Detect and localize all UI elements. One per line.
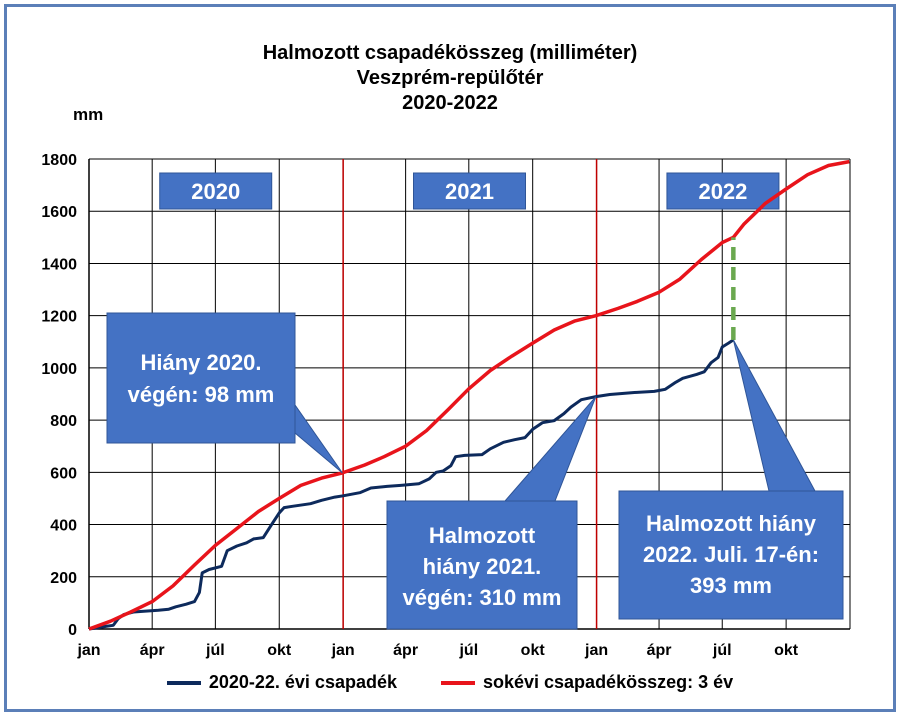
y-tick-label: 0 bbox=[68, 622, 77, 639]
y-tick-label: 800 bbox=[50, 413, 77, 430]
y-tick-label: 1600 bbox=[41, 204, 77, 221]
legend-swatch-normal bbox=[440, 680, 475, 685]
annotation-text: végén: 310 mm bbox=[403, 585, 562, 610]
legend-label-normal: sokévi csapadékösszeg: 3 év bbox=[482, 672, 734, 692]
annotation-pointer bbox=[503, 396, 597, 502]
annotation-text: végén: 98 mm bbox=[128, 382, 275, 407]
chart-subtitle: Veszprém-repülőtér bbox=[356, 67, 544, 89]
annotation-text: Hiány 2020. bbox=[140, 350, 261, 375]
legend-item-observed: 2020-22. évi csapadék bbox=[166, 672, 397, 693]
y-tick-label: 1200 bbox=[41, 309, 77, 326]
legend-label-observed: 2020-22. évi csapadék bbox=[208, 672, 397, 692]
y-tick-label: 1000 bbox=[41, 361, 77, 378]
x-tick-label: ápr bbox=[140, 642, 165, 659]
year-box bbox=[666, 172, 780, 210]
x-tick-label: júl bbox=[712, 642, 732, 659]
y-tick-label: 1800 bbox=[41, 152, 77, 169]
year-box-label: 2021 bbox=[445, 179, 494, 204]
annotation-text: hiány 2021. bbox=[423, 554, 542, 579]
x-tick-label: ápr bbox=[393, 642, 418, 659]
chart-frame: Halmozott csapadékösszeg (milliméter) Ve… bbox=[4, 4, 896, 712]
annotation-text: Halmozott hiány bbox=[646, 511, 817, 536]
y-tick-label: 200 bbox=[50, 570, 77, 587]
annotation-pointer bbox=[732, 339, 816, 492]
legend-item-normal: sokévi csapadékösszeg: 3 év bbox=[440, 672, 734, 693]
annotation-box bbox=[106, 312, 296, 444]
x-tick-label: júl bbox=[205, 642, 225, 659]
x-tick-label: okt bbox=[267, 642, 292, 659]
year-box-label: 2020 bbox=[191, 179, 240, 204]
year-box bbox=[413, 172, 526, 210]
annotation-box bbox=[386, 500, 578, 630]
annotation-text: Halmozott bbox=[429, 523, 536, 548]
annotation-text: 393 mm bbox=[690, 573, 772, 598]
chart-period: 2020-2022 bbox=[402, 92, 498, 114]
chart-legend: 2020-22. évi csapadék sokévi csapadéköss… bbox=[7, 672, 893, 693]
x-tick-label: jan bbox=[76, 642, 100, 659]
y-tick-label: 600 bbox=[50, 465, 77, 482]
year-box-label: 2022 bbox=[698, 179, 747, 204]
y-tick-label: 1400 bbox=[41, 256, 77, 273]
chart-title: Halmozott csapadékösszeg (milliméter) bbox=[262, 42, 638, 64]
x-tick-label: okt bbox=[521, 642, 546, 659]
x-tick-label: ápr bbox=[647, 642, 672, 659]
x-tick-label: júl bbox=[458, 642, 478, 659]
chart-plot: 0 200 400 600 800 1000 1200 1400 1600 1800 jan ápr j… bbox=[41, 152, 851, 659]
annotation-box bbox=[618, 490, 844, 620]
annotation-text: 2022. Juli. 17-én: bbox=[643, 542, 819, 567]
year-box bbox=[159, 172, 273, 210]
series-line-observed bbox=[88, 338, 735, 631]
annotation-pointer bbox=[294, 403, 343, 474]
x-tick-label: jan bbox=[584, 642, 608, 659]
chart-title-block: Halmozott csapadékösszeg (milliméter) Ve… bbox=[7, 41, 893, 116]
y-tick-label: 400 bbox=[50, 518, 77, 535]
y-axis-unit-label: mm bbox=[73, 105, 104, 124]
x-tick-label: okt bbox=[774, 642, 799, 659]
legend-swatch-observed bbox=[166, 680, 201, 685]
x-tick-label: jan bbox=[331, 642, 355, 659]
